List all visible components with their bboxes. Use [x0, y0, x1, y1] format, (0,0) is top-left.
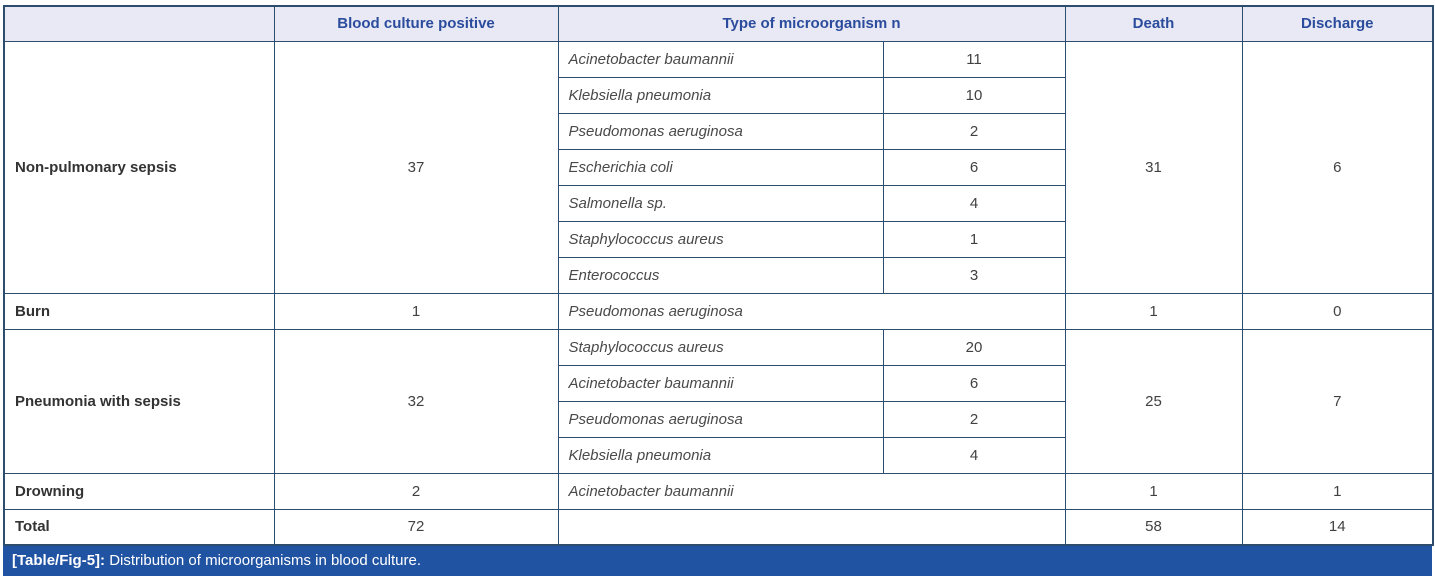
blood-culture-count: 32 — [273, 328, 559, 474]
organism-n: 6 — [882, 364, 1066, 402]
death-count: 25 — [1064, 328, 1243, 474]
organism-name: Escherichia coli — [557, 148, 884, 186]
organism-n: 1 — [882, 220, 1066, 258]
caption-label: [Table/Fig-5]: — [12, 552, 106, 569]
discharge-count: 6 — [1241, 40, 1434, 294]
discharge-total: 14 — [1241, 508, 1434, 546]
organism-n: 4 — [882, 436, 1066, 474]
table-row: Acinetobacter baumannii 6 — [4, 364, 1433, 402]
organism-n: 3 — [882, 256, 1066, 294]
blood-culture-count: 1 — [273, 292, 559, 330]
caption-text: Distribution of microorganisms in blood … — [105, 552, 422, 569]
organism-name: Acinetobacter baumannii — [557, 40, 884, 78]
table-row-total: Total 72 58 14 — [3, 508, 1434, 546]
discharge-count: 1 — [1241, 472, 1434, 510]
table-row: Pseudomonas aeruginosa 2 — [4, 112, 1433, 150]
microorganism-distribution-table: Blood culture positive Type of microorga… — [3, 5, 1434, 546]
death-count: 1 — [1064, 292, 1243, 330]
blood-culture-total: 72 — [273, 508, 559, 546]
blood-culture-count: 2 — [273, 472, 559, 510]
organism-name: Klebsiella pneumonia — [557, 76, 884, 114]
organism-name: Acinetobacter baumannii — [557, 364, 884, 402]
organism-name: Staphylococcus aureus — [557, 220, 884, 258]
discharge-count: 0 — [1241, 292, 1434, 330]
death-count: 31 — [1064, 40, 1243, 294]
category-non-pulmonary-sepsis: Non-pulmonary sepsis — [3, 40, 275, 294]
death-count: 1 — [1064, 472, 1243, 510]
organism-name: Pseudomonas aeruginosa — [557, 400, 884, 438]
table-header: Blood culture positive Type of microorga… — [3, 5, 1434, 42]
discharge-count: 7 — [1241, 328, 1434, 474]
header-type-of-microorganism: Type of microorganism n — [557, 5, 1066, 42]
header-blood-culture-positive: Blood culture positive — [273, 5, 559, 42]
organism-n: 6 — [882, 148, 1066, 186]
category-burn: Burn — [3, 292, 275, 330]
header-discharge: Discharge — [1241, 5, 1434, 42]
table-caption: [Table/Fig-5]: Distribution of microorga… — [3, 546, 1432, 576]
header-category — [3, 5, 275, 42]
table-row: Enterococcus 3 — [4, 256, 1433, 294]
organism-name: Pseudomonas aeruginosa — [557, 112, 884, 150]
organism-name: Salmonella sp. — [557, 184, 884, 222]
organism-name: Enterococcus — [557, 256, 884, 294]
category-drowning: Drowning — [3, 472, 275, 510]
header-row: Blood culture positive Type of microorga… — [3, 5, 1434, 42]
table-row: Non-pulmonary sepsis 37 Acinetobacter ba… — [3, 40, 1434, 294]
header-death: Death — [1064, 5, 1243, 42]
organism-name: Staphylococcus aureus — [557, 328, 884, 366]
organism-n: 2 — [882, 400, 1066, 438]
organism-name: Acinetobacter baumannii — [557, 472, 1066, 510]
table-row: Burn 1 Pseudomonas aeruginosa 1 0 — [3, 292, 1434, 330]
organism-n: 11 — [882, 40, 1066, 78]
organism-n: 4 — [882, 184, 1066, 222]
table-row: Pneumonia with sepsis 32 Staphylococcus … — [3, 328, 1434, 474]
category-pneumonia-with-sepsis: Pneumonia with sepsis — [3, 328, 275, 474]
blood-culture-count: 37 — [273, 40, 559, 294]
organism-n: 10 — [882, 76, 1066, 114]
table-body: Non-pulmonary sepsis 37 Acinetobacter ba… — [3, 40, 1434, 546]
organism-name: Pseudomonas aeruginosa — [557, 292, 1066, 330]
organism-n: 20 — [882, 328, 1066, 366]
organism-n: 2 — [882, 112, 1066, 150]
table-row: Escherichia coli 6 — [4, 148, 1433, 186]
table-row: Drowning 2 Acinetobacter baumannii 1 1 — [3, 472, 1434, 510]
category-total: Total — [3, 508, 275, 546]
organism-name: Klebsiella pneumonia — [557, 436, 884, 474]
table-row: Klebsiella pneumonia 10 — [4, 76, 1433, 114]
death-total: 58 — [1064, 508, 1243, 546]
table-row: Salmonella sp. 4 — [4, 184, 1433, 222]
organism-empty-cell — [557, 508, 1066, 546]
